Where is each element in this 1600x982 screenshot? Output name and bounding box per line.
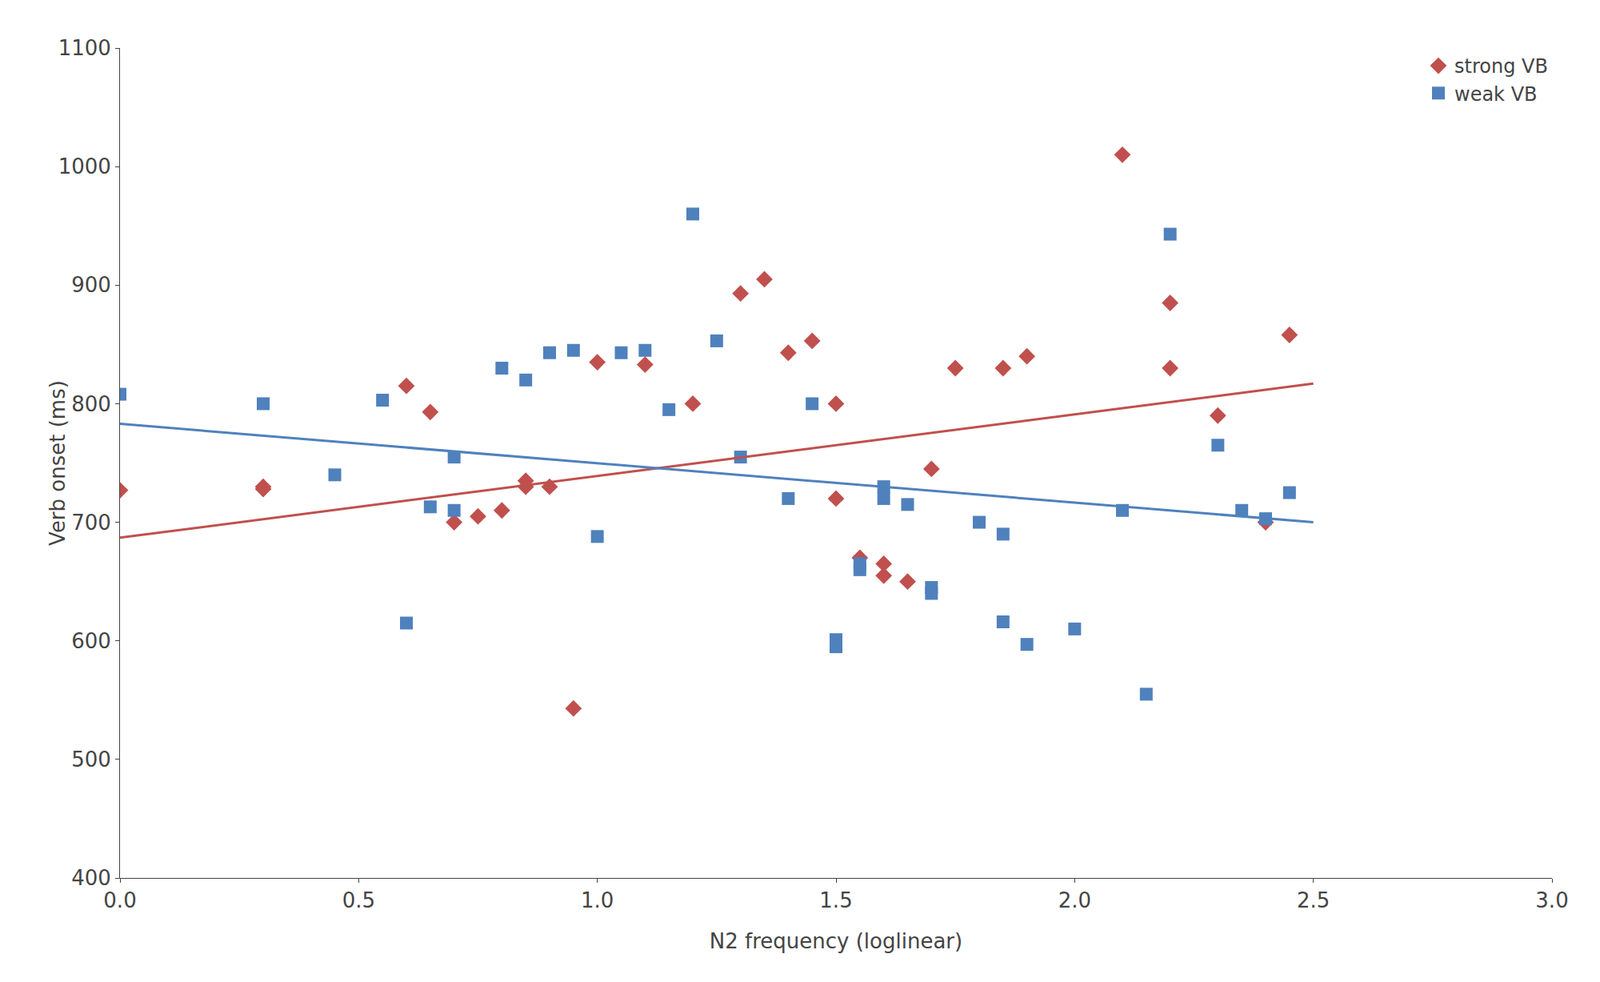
svg-text:2.0: 2.0 [1058, 888, 1092, 912]
svg-text:1.5: 1.5 [819, 888, 852, 912]
svg-text:0.5: 0.5 [342, 888, 376, 912]
svg-text:900: 900 [71, 272, 112, 297]
svg-text:1000: 1000 [58, 154, 112, 179]
svg-text:1100: 1100 [58, 36, 112, 60]
svg-text:2.5: 2.5 [1296, 888, 1330, 912]
svg-text:0.0: 0.0 [103, 888, 136, 912]
svg-text:700: 700 [71, 510, 112, 535]
svg-text:1.0: 1.0 [580, 888, 614, 912]
svg-text:400: 400 [71, 865, 112, 890]
svg-text:strong VB: strong VB [1454, 55, 1548, 78]
svg-text:800: 800 [71, 392, 112, 416]
svg-text:500: 500 [71, 747, 112, 772]
svg-text:600: 600 [71, 628, 112, 653]
svg-text:weak VB: weak VB [1454, 83, 1538, 106]
svg-text:Verb onset (ms): Verb onset (ms) [45, 380, 70, 546]
svg-text:N2 frequency (loglinear): N2 frequency (loglinear) [709, 928, 963, 953]
svg-text:3.0: 3.0 [1535, 888, 1568, 912]
